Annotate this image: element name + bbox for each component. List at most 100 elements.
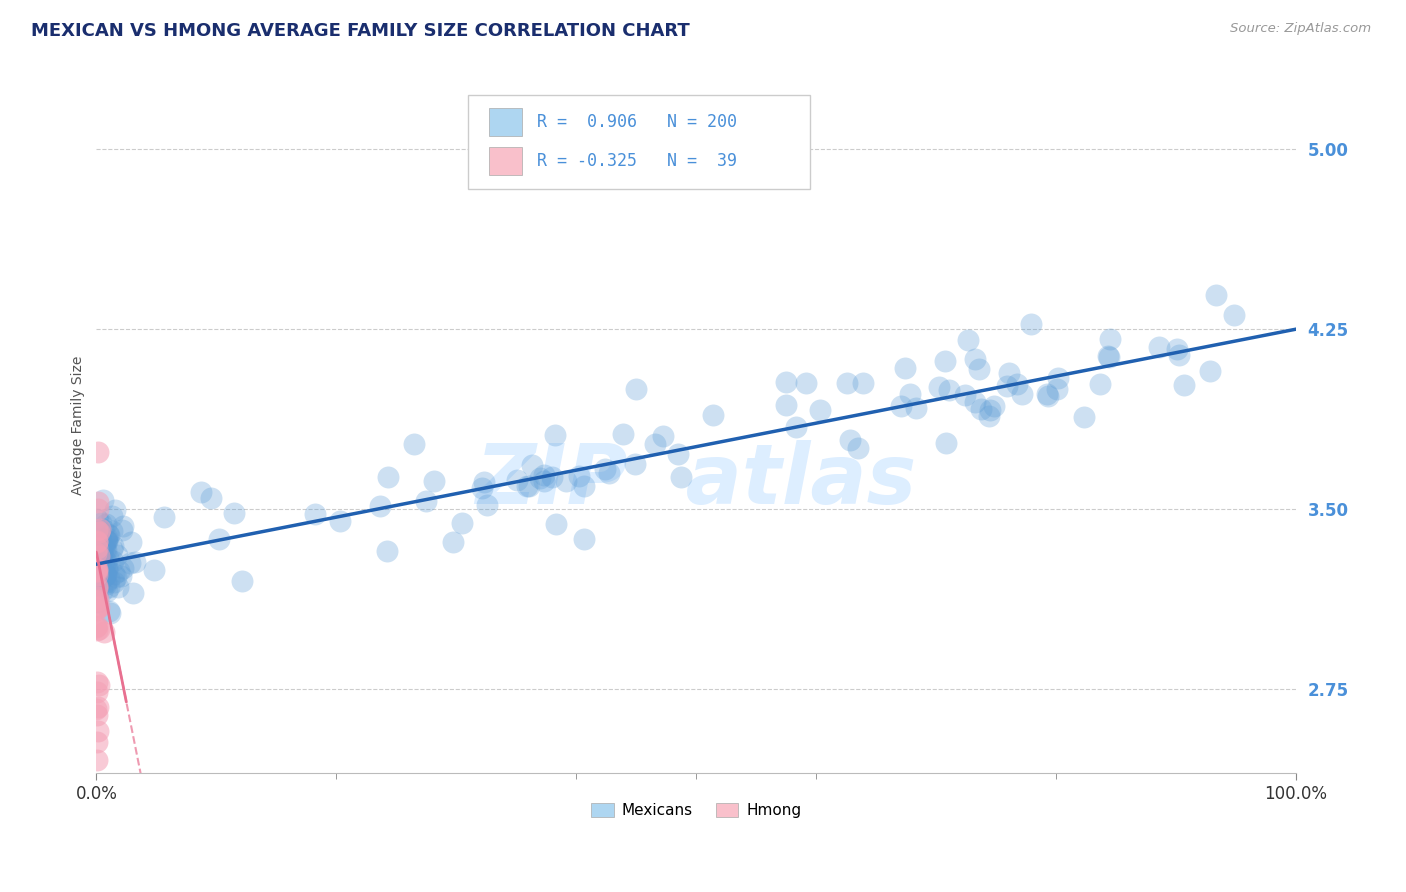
Point (86, 571, 108, 585)
Point (890, 399, 912, 413)
Point (96, 560, 118, 574)
Point (89, 541, 111, 555)
Point (652, 429, 675, 443)
Point (626, 382, 648, 396)
Point (304, 508, 326, 522)
Point (666, 447, 689, 461)
Point (94, 537, 117, 551)
Point (574, 532, 596, 546)
Point (568, 469, 591, 483)
Point (86, 541, 108, 555)
Point (90, 545, 112, 559)
Point (1036, 386, 1059, 401)
Point (89, 566, 111, 580)
Text: R =  0.906   N = 200: R = 0.906 N = 200 (537, 112, 737, 131)
Point (86, 537, 108, 551)
Bar (489, 108, 522, 136)
Point (86, 603, 108, 617)
Point (86, 594, 108, 608)
Point (86, 558, 108, 573)
Point (89, 578, 111, 592)
Point (89, 522, 111, 536)
Point (86, 590, 108, 604)
Point (471, 481, 494, 495)
Point (1038, 389, 1060, 403)
Point (983, 400, 1005, 414)
Point (94, 533, 117, 547)
Point (97, 527, 120, 541)
Point (97, 580, 120, 594)
Point (377, 470, 399, 484)
Text: ZIP  atlas: ZIP atlas (475, 441, 917, 521)
Point (572, 478, 595, 492)
Point (86, 534, 108, 549)
Point (87, 543, 110, 558)
Point (86, 554, 108, 568)
Point (86, 537, 108, 551)
Point (935, 435, 957, 450)
Point (86, 702, 108, 716)
Point (953, 387, 976, 401)
Point (103, 566, 125, 581)
Point (87, 559, 110, 574)
Point (86, 562, 108, 576)
Point (533, 467, 555, 482)
Point (90, 571, 112, 585)
Point (103, 575, 125, 590)
Point (1011, 387, 1033, 401)
Point (86, 523, 108, 537)
Point (96, 563, 118, 577)
Point (87, 566, 110, 580)
Point (86, 595, 108, 609)
Point (97, 550, 120, 565)
Point (86, 549, 108, 564)
Point (89, 549, 111, 563)
Point (120, 534, 142, 549)
Point (89, 557, 111, 571)
Point (86, 708, 108, 723)
Point (441, 535, 464, 549)
Legend: Mexicans, Hmong: Mexicans, Hmong (585, 797, 807, 824)
Point (87, 564, 110, 578)
Point (967, 362, 990, 376)
Text: Source: ZipAtlas.com: Source: ZipAtlas.com (1230, 22, 1371, 36)
Bar (489, 147, 522, 175)
Point (105, 549, 128, 563)
Point (208, 533, 231, 547)
Point (775, 398, 797, 412)
Point (94, 543, 117, 558)
Point (89, 564, 111, 578)
Point (86, 600, 108, 615)
Point (142, 563, 165, 577)
Point (624, 457, 647, 471)
Point (1147, 340, 1170, 354)
Point (96, 532, 118, 546)
Point (898, 387, 921, 401)
Point (96, 577, 118, 591)
Point (87, 678, 110, 692)
Point (555, 474, 578, 488)
Point (956, 333, 979, 347)
Point (1173, 377, 1195, 392)
Point (93, 625, 115, 640)
Point (1199, 363, 1222, 377)
Point (963, 394, 986, 409)
Point (1019, 317, 1042, 331)
Point (329, 515, 352, 529)
Point (451, 516, 474, 531)
FancyBboxPatch shape (468, 95, 810, 189)
Point (506, 473, 529, 487)
Point (598, 466, 620, 480)
Point (998, 366, 1021, 380)
Point (101, 541, 124, 556)
Point (375, 544, 398, 558)
Point (224, 506, 246, 520)
Point (475, 498, 498, 512)
Point (87, 536, 110, 550)
Point (90, 567, 112, 582)
Point (105, 570, 128, 584)
Point (87, 524, 110, 539)
Point (835, 376, 858, 390)
Point (101, 554, 124, 568)
Point (86, 541, 108, 556)
